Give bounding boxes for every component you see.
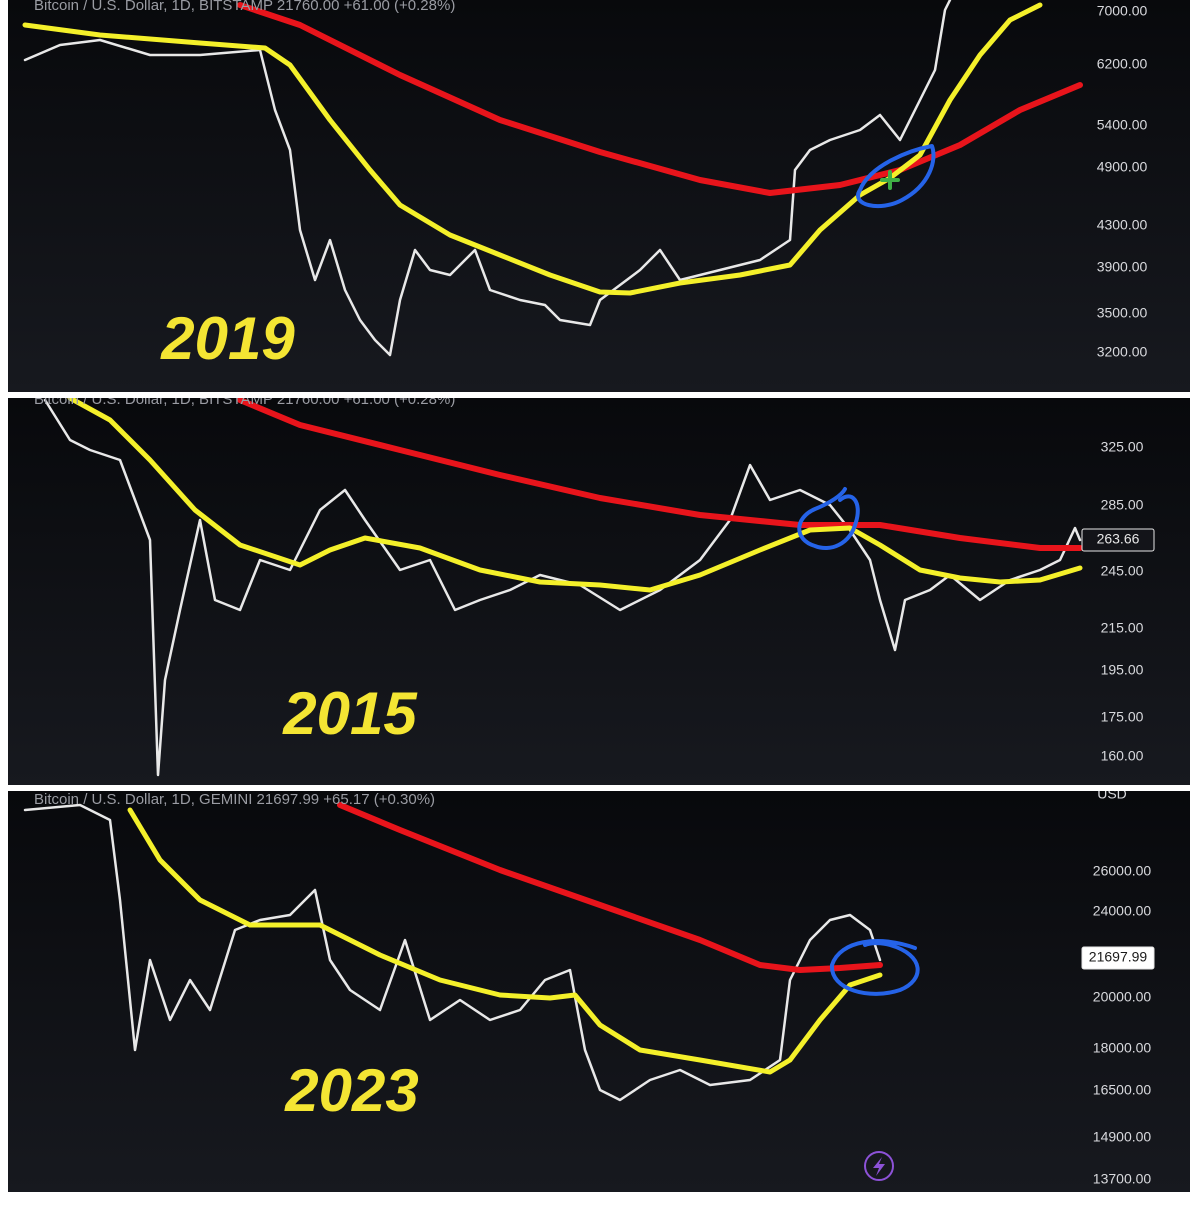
lightning-bolt	[873, 1157, 885, 1176]
red-moving-average	[237, 398, 1083, 551]
price-scale-label: 285.00	[1101, 497, 1144, 513]
price-scale-label: 325.00	[1101, 439, 1144, 455]
chart-header: Bitcoin / U.S. Dollar, 1D, BITSTAMP 2176…	[34, 0, 455, 14]
price-scale-label: 13700.00	[1093, 1171, 1152, 1187]
yellow-moving-average	[127, 807, 883, 1075]
price-candles	[43, 398, 1082, 777]
price-scale-label: 14900.00	[1093, 1129, 1152, 1145]
price-scale-label: 20000.00	[1093, 989, 1152, 1005]
price-tag: 263.66	[1097, 531, 1140, 547]
price-scale-label: 6200.00	[1097, 56, 1148, 72]
price-scale-label: 3900.00	[1097, 259, 1148, 275]
price-tag-box	[1081, 946, 1155, 970]
panel-text: Bitcoin / U.S. Dollar, 1D, GEMINI 21697.…	[34, 786, 1155, 1187]
price-scale-label: 3500.00	[1097, 305, 1148, 321]
price-scale-label: 160.00	[1101, 748, 1144, 764]
price-scale-label: 5400.00	[1097, 117, 1148, 133]
price-scale-label: 175.00	[1101, 709, 1144, 725]
price-tag-box	[1081, 528, 1155, 552]
price-candles	[23, 803, 882, 1102]
red-moving-average	[237, 2, 1083, 196]
price-scale-label: 195.00	[1101, 662, 1144, 678]
price-scale-label: 215.00	[1101, 620, 1144, 636]
price-candles	[23, 0, 952, 357]
year-label: 2019	[160, 305, 295, 372]
price-scale-label: 18000.00	[1093, 1040, 1152, 1056]
yellow-moving-average	[67, 398, 1083, 593]
highlight-circle	[830, 939, 920, 996]
currency-label: USD	[1097, 786, 1127, 802]
highlight-circle	[797, 487, 860, 551]
price-scale-label: 4900.00	[1097, 159, 1148, 175]
year-label: 2015	[282, 680, 418, 747]
price-scale-label: 24000.00	[1093, 903, 1152, 919]
price-tag: 21697.99	[1089, 949, 1148, 965]
chart-header: Bitcoin / U.S. Dollar, 1D, BITSTAMP 2176…	[34, 391, 455, 408]
year-label: 2023	[284, 1057, 418, 1124]
price-scale-label: 4300.00	[1097, 217, 1148, 233]
price-scale-label: 245.00	[1101, 563, 1144, 579]
lightning-icon[interactable]	[864, 1151, 894, 1181]
price-scale-label: 3200.00	[1097, 344, 1148, 360]
price-scale-label: 26000.00	[1093, 863, 1152, 879]
highlight-circle	[856, 144, 936, 209]
cross-marker	[880, 170, 900, 190]
panel-text: Bitcoin / U.S. Dollar, 1D, BITSTAMP 2176…	[34, 391, 1155, 764]
price-scale-label: 7000.00	[1097, 3, 1148, 19]
red-moving-average	[337, 802, 883, 973]
panel-text: Bitcoin / U.S. Dollar, 1D, BITSTAMP 2176…	[34, 0, 1148, 372]
panel	[8, 791, 1190, 1192]
chart-header: Bitcoin / U.S. Dollar, 1D, GEMINI 21697.…	[34, 791, 435, 808]
panel	[8, 0, 1190, 392]
price-scale-label: 16500.00	[1093, 1082, 1152, 1098]
